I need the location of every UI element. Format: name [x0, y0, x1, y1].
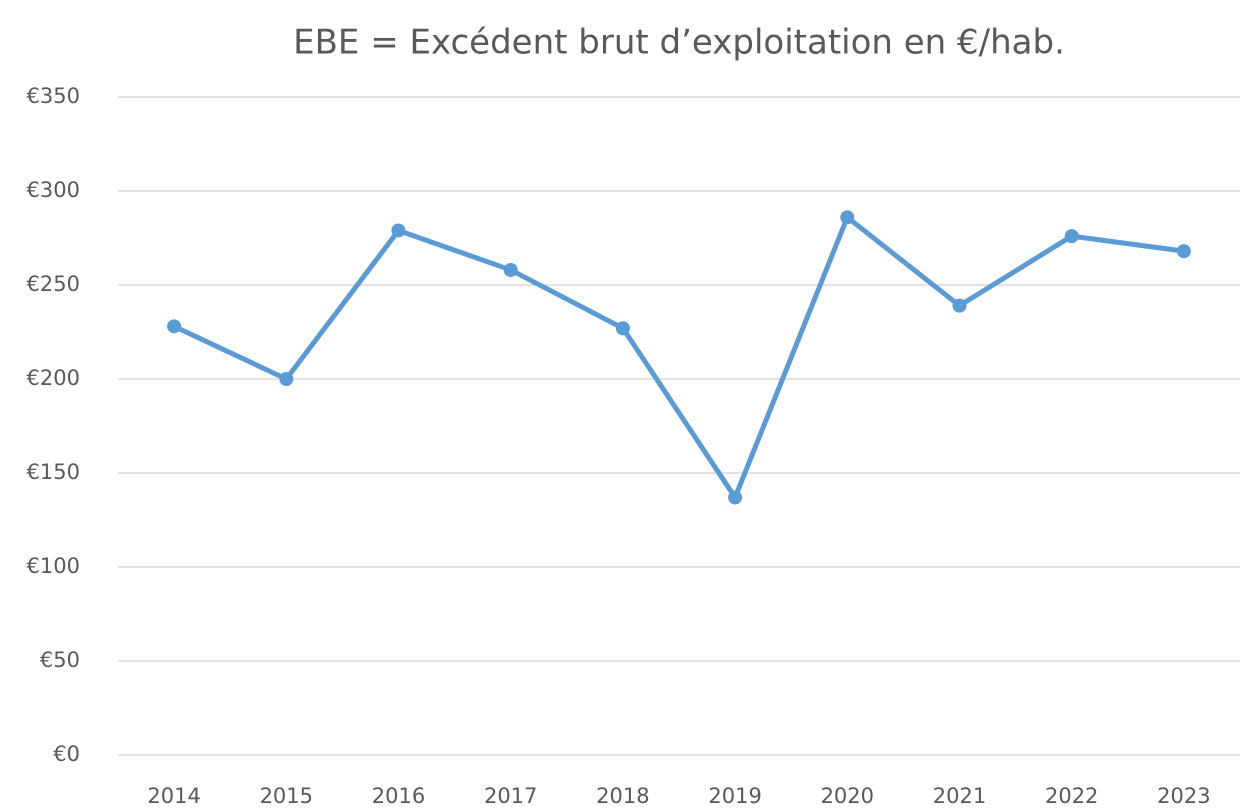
y-tick-label: €250 — [27, 272, 80, 296]
y-tick-label: €200 — [27, 366, 80, 390]
y-tick-label: €0 — [53, 742, 80, 766]
line — [171, 214, 1187, 500]
marker — [1176, 244, 1191, 259]
x-tick-label: 2023 — [1157, 784, 1210, 808]
marker — [952, 298, 967, 313]
y-tick-label: €150 — [27, 460, 80, 484]
chart-title: EBE = Excédent brut d’exploitation en €/… — [293, 23, 1065, 63]
y-tick-label: €50 — [40, 648, 80, 672]
y-tick-label: €100 — [27, 554, 80, 578]
marker — [615, 321, 630, 336]
marker — [1064, 229, 1079, 244]
x-tick-label: 2019 — [708, 784, 761, 808]
x-tick-label: 2016 — [372, 784, 425, 808]
marker — [391, 223, 406, 238]
marker — [167, 319, 182, 334]
y-tick-label: €300 — [27, 178, 80, 202]
x-tick-label: 2021 — [933, 784, 986, 808]
x-tick-label: 2022 — [1045, 784, 1098, 808]
marker — [728, 490, 743, 505]
y-tick-label: €350 — [27, 84, 80, 108]
x-tick-label: 2018 — [596, 784, 649, 808]
marker — [840, 210, 855, 225]
x-tick-label: 2015 — [260, 784, 313, 808]
x-tick-label: 2017 — [484, 784, 537, 808]
x-tick-label: 2020 — [821, 784, 874, 808]
x-tick-label: 2014 — [147, 784, 200, 808]
marker — [503, 262, 518, 277]
marker — [279, 372, 294, 386]
